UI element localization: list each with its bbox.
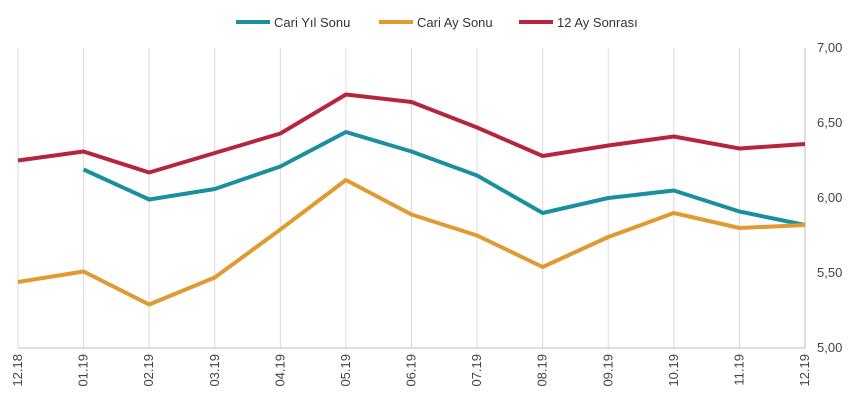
data-point (278, 132, 282, 136)
data-point (541, 211, 545, 215)
axis-layer: 5,00 5,50 6,00 6,50 7,00 12.18 01.19 02.19 03.19… (10, 40, 842, 387)
y-tick-label: 7,00 (817, 40, 842, 55)
data-point (410, 213, 414, 217)
data-point (344, 178, 348, 182)
legend-label: Cari Ay Sonu (417, 15, 493, 30)
data-point (410, 150, 414, 154)
data-point (147, 303, 151, 307)
data-point (410, 100, 414, 104)
data-point (344, 93, 348, 97)
data-point (147, 198, 151, 202)
data-point (344, 130, 348, 134)
data-point (672, 135, 676, 139)
x-tick-label: 08.19 (535, 354, 550, 387)
data-point (278, 165, 282, 169)
data-point (475, 234, 479, 238)
data-point (606, 144, 610, 148)
data-point (147, 171, 151, 175)
x-tick-label: 02.19 (141, 354, 156, 387)
x-tick-label: 09.19 (600, 354, 615, 387)
data-point (737, 210, 741, 214)
data-point (16, 159, 20, 163)
y-tick-label: 6,50 (817, 115, 842, 130)
data-point (672, 211, 676, 215)
series-line-0 (82, 130, 806, 227)
data-point (82, 150, 86, 154)
data-point (475, 174, 479, 178)
data-point (475, 126, 479, 130)
data-point (803, 142, 807, 146)
data-point (16, 280, 20, 284)
x-tick-label: 12.19 (797, 354, 812, 387)
data-point (803, 223, 807, 227)
x-tick-label: 01.19 (76, 354, 91, 387)
legend-label: Cari Yıl Sonu (274, 15, 350, 30)
data-point (672, 189, 676, 193)
y-tick-label: 6,00 (817, 190, 842, 205)
data-point (737, 226, 741, 230)
x-tick-label: 11.19 (731, 354, 746, 386)
data-point (213, 276, 217, 280)
x-tick-label: 03.19 (207, 354, 222, 387)
data-point (606, 196, 610, 200)
data-point (278, 228, 282, 232)
data-point (213, 151, 217, 155)
y-tick-label: 5,00 (817, 340, 842, 355)
legend-label: 12 Ay Sonrası (557, 15, 638, 30)
series-line-2 (17, 92, 806, 175)
data-point (541, 154, 545, 158)
y-tick-label: 5,50 (817, 265, 842, 280)
legend: Cari Yıl Sonu Cari Ay Sonu 12 Ay Sonrası (236, 15, 638, 30)
data-point (82, 168, 86, 172)
data-point (606, 235, 610, 239)
data-point (541, 265, 545, 269)
x-tick-label: 06.19 (404, 354, 419, 387)
grid-layer (17, 48, 806, 348)
series-layer (16, 92, 807, 307)
x-tick-label: 04.19 (272, 354, 287, 387)
data-point (737, 147, 741, 151)
series-line-1 (17, 178, 806, 307)
data-point (82, 270, 86, 274)
x-tick-label: 10.19 (666, 354, 681, 387)
x-tick-label: 12.18 (10, 354, 25, 387)
x-tick-label: 05.19 (338, 354, 353, 387)
x-tick-label: 07.19 (469, 354, 484, 387)
data-point (213, 187, 217, 191)
